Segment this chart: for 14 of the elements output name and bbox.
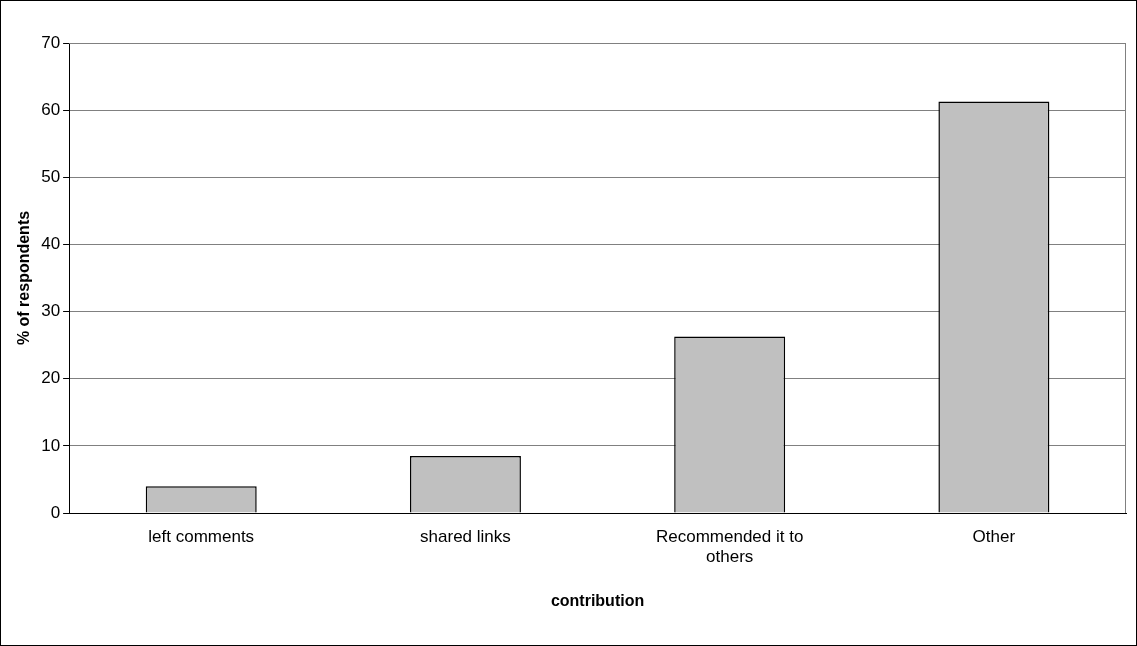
x-tick-label: Other <box>972 526 1016 546</box>
y-tick-label: 20 <box>41 368 61 388</box>
x-tick-label: Recommended it to others <box>655 526 804 567</box>
y-tick-label: 30 <box>41 301 61 321</box>
y-axis-title: % of respondents <box>15 210 33 346</box>
y-tick-label: 0 <box>50 502 61 522</box>
x-axis-title: contribution <box>550 591 645 609</box>
y-tick-label: 40 <box>41 234 61 254</box>
x-tick-label: shared links <box>420 526 511 546</box>
y-tick-label: 50 <box>41 166 61 186</box>
y-tick-label: 10 <box>41 435 61 455</box>
y-tick-label: 70 <box>41 32 61 52</box>
y-tick-label: 60 <box>41 99 61 119</box>
x-tick-label: left comments <box>148 526 255 546</box>
